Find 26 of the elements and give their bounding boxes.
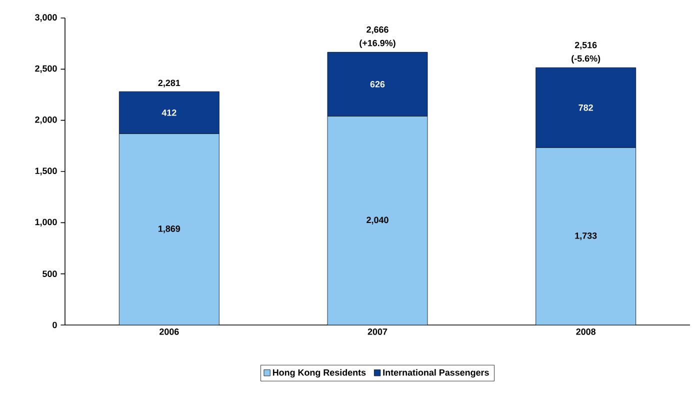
data-label: 1,869 [158,226,180,234]
y-tick-label: 2,000 [35,116,57,124]
y-tick-label: 1,500 [35,168,57,176]
y-tick-label: 2,500 [35,65,57,73]
bar [118,134,220,325]
annotation: (+16.9%) [360,40,396,48]
y-tick-label: 0 [52,322,57,328]
y-tick-label: 3,000 [34,14,57,22]
data-label: 782 [578,104,593,111]
legend-label: Hong Kong Residents [272,369,366,378]
total-label: 2,281 [158,80,180,88]
total-label: 2,516 [574,42,597,50]
data-label: 2,040 [366,216,388,224]
annotation: (-5.6%) [572,55,600,64]
bar [327,116,428,325]
total-label: 2,666 [366,26,388,34]
data-label: 412 [162,110,176,116]
y-tick-label: 500 [42,270,57,278]
x-tick-label: 2006 [160,328,179,335]
x-tick-label: 2008 [576,328,596,335]
legend-label: International Passengers [383,369,489,378]
bar [536,147,636,325]
x-tick-label: 2007 [368,328,388,335]
y-tick-label: 1,000 [35,218,57,226]
data-label: 1,733 [575,232,597,240]
data-label: 626 [370,81,385,88]
